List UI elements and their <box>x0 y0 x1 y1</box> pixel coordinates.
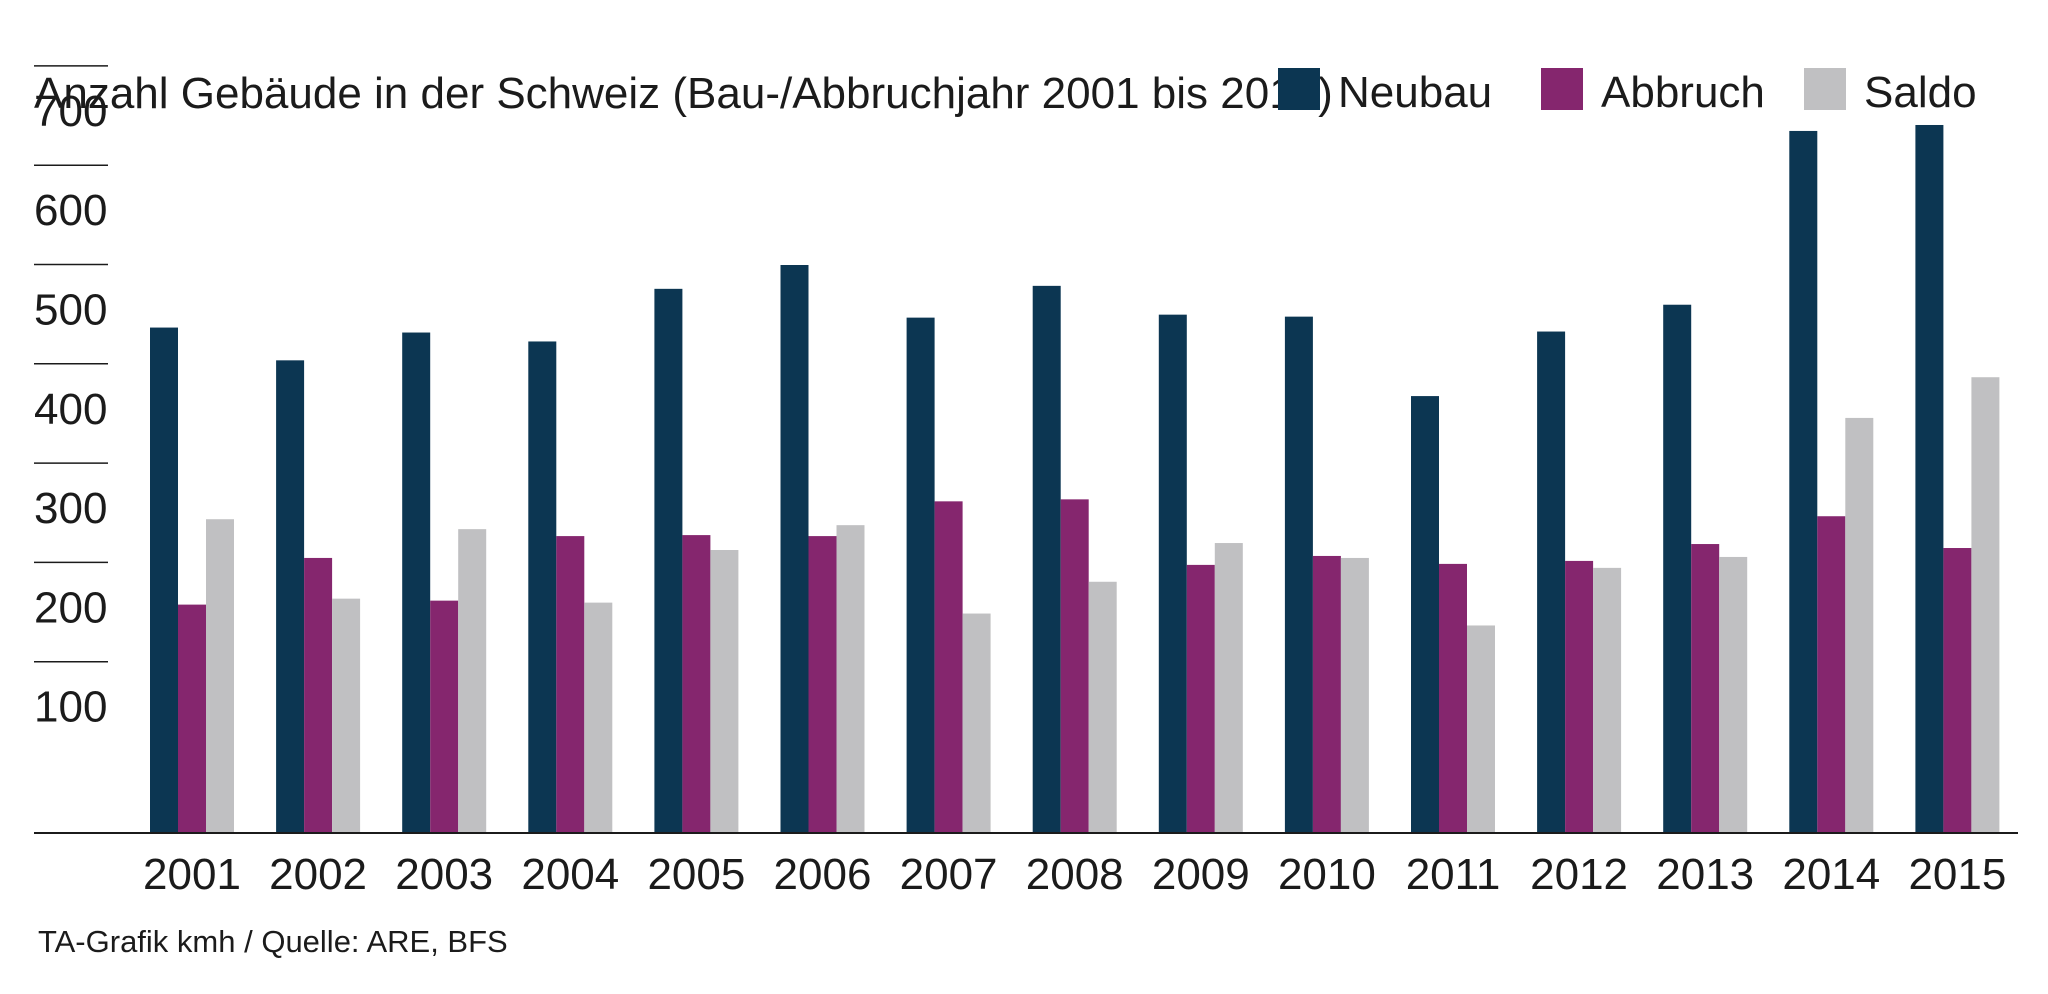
legend-swatch-neubau <box>1278 68 1320 110</box>
x-tick-label-2007: 2007 <box>900 850 998 899</box>
y-tick-label-400: 400 <box>34 385 107 434</box>
bar-saldo-2012 <box>1593 567 1622 833</box>
y-tick-label-200: 200 <box>34 583 107 632</box>
bar-neubau-2006 <box>780 265 809 833</box>
bar-abbruch-2012 <box>1565 560 1594 833</box>
bar-abbruch-2010 <box>1312 555 1341 833</box>
x-tick-label-2001: 2001 <box>143 850 241 899</box>
x-axis: 2001 2002 2003 2004 2005 2006 2007 2008 2009 2010… <box>143 850 2006 899</box>
y-tick-label-300: 300 <box>34 484 107 533</box>
bar-saldo-2009 <box>1214 543 1243 833</box>
bar-neubau-2009 <box>1158 314 1187 833</box>
bar-saldo-2014 <box>1845 417 1874 833</box>
y-tick-label-100: 100 <box>34 683 107 732</box>
y-axis: 100 200 300 400 500 600 700 <box>34 65 108 732</box>
bars <box>150 124 2000 834</box>
chart-title: Anzahl Gebäude in der Schweiz (Bau-/Abbr… <box>34 69 1333 118</box>
x-tick-label-2011: 2011 <box>1406 850 1501 899</box>
bar-saldo-2004 <box>584 602 613 833</box>
bar-neubau-2007 <box>906 317 935 833</box>
bar-abbruch-2004 <box>556 536 585 833</box>
bar-neubau-2008 <box>1032 285 1061 833</box>
bar-abbruch-2003 <box>430 600 459 833</box>
bar-abbruch-2005 <box>682 535 711 833</box>
bar-saldo-2005 <box>710 549 739 833</box>
x-tick-label-2015: 2015 <box>1908 850 2006 899</box>
source-note: TA-Grafik kmh / Quelle: ARE, BFS <box>38 924 508 959</box>
bar-saldo-2003 <box>458 529 487 833</box>
bar-abbruch-2015 <box>1943 548 1972 833</box>
x-tick-label-2002: 2002 <box>269 850 367 899</box>
legend-label-saldo: Saldo <box>1864 68 1977 117</box>
legend-swatch-saldo <box>1804 68 1846 110</box>
bar-neubau-2015 <box>1915 124 1944 834</box>
bar-saldo-2007 <box>962 613 991 833</box>
y-tick-label-700: 700 <box>34 87 107 136</box>
x-tick-label-2014: 2014 <box>1782 850 1880 899</box>
bar-saldo-2001 <box>206 519 234 833</box>
x-tick-label-2009: 2009 <box>1152 850 1250 899</box>
x-tick-label-2006: 2006 <box>774 850 872 899</box>
x-tick-label-2008: 2008 <box>1026 850 1124 899</box>
bar-neubau-2011 <box>1411 396 1439 833</box>
bar-neubau-2002 <box>276 360 305 833</box>
bar-neubau-2001 <box>150 327 178 833</box>
bar-neubau-2012 <box>1537 331 1566 833</box>
bar-neubau-2003 <box>402 332 431 833</box>
bar-saldo-2013 <box>1719 556 1748 833</box>
bar-neubau-2005 <box>654 288 683 833</box>
legend-label-abbruch: Abbruch <box>1601 68 1765 117</box>
bar-abbruch-2007 <box>934 501 963 833</box>
x-tick-label-2012: 2012 <box>1530 850 1628 899</box>
bar-saldo-2010 <box>1340 557 1369 833</box>
bar-abbruch-2011 <box>1439 563 1467 833</box>
y-tick-label-500: 500 <box>34 286 107 335</box>
y-tick-label-600: 600 <box>34 186 107 235</box>
bar-abbruch-2002 <box>304 557 333 833</box>
bar-abbruch-2009 <box>1186 564 1215 833</box>
bar-abbruch-2013 <box>1691 544 1720 833</box>
bar-abbruch-2001 <box>178 604 206 833</box>
legend-swatch-abbruch <box>1541 68 1583 110</box>
x-tick-label-2004: 2004 <box>521 850 619 899</box>
legend: Neubau Abbruch Saldo <box>1278 68 1977 117</box>
bar-neubau-2013 <box>1663 304 1692 833</box>
bar-neubau-2014 <box>1789 130 1818 834</box>
bar-neubau-2010 <box>1284 316 1313 833</box>
x-tick-label-2013: 2013 <box>1656 850 1754 899</box>
bar-saldo-2015 <box>1971 377 2000 833</box>
bar-saldo-2011 <box>1467 625 1495 833</box>
bar-saldo-2006 <box>836 525 865 833</box>
bar-saldo-2008 <box>1088 581 1117 833</box>
x-tick-label-2005: 2005 <box>647 850 745 899</box>
bar-saldo-2002 <box>332 598 361 833</box>
x-tick-label-2010: 2010 <box>1278 850 1376 899</box>
bar-abbruch-2006 <box>808 536 837 833</box>
bar-abbruch-2014 <box>1817 516 1846 833</box>
bar-abbruch-2008 <box>1060 499 1089 833</box>
bar-neubau-2004 <box>528 341 557 833</box>
x-tick-label-2003: 2003 <box>395 850 493 899</box>
legend-label-neubau: Neubau <box>1338 68 1492 117</box>
